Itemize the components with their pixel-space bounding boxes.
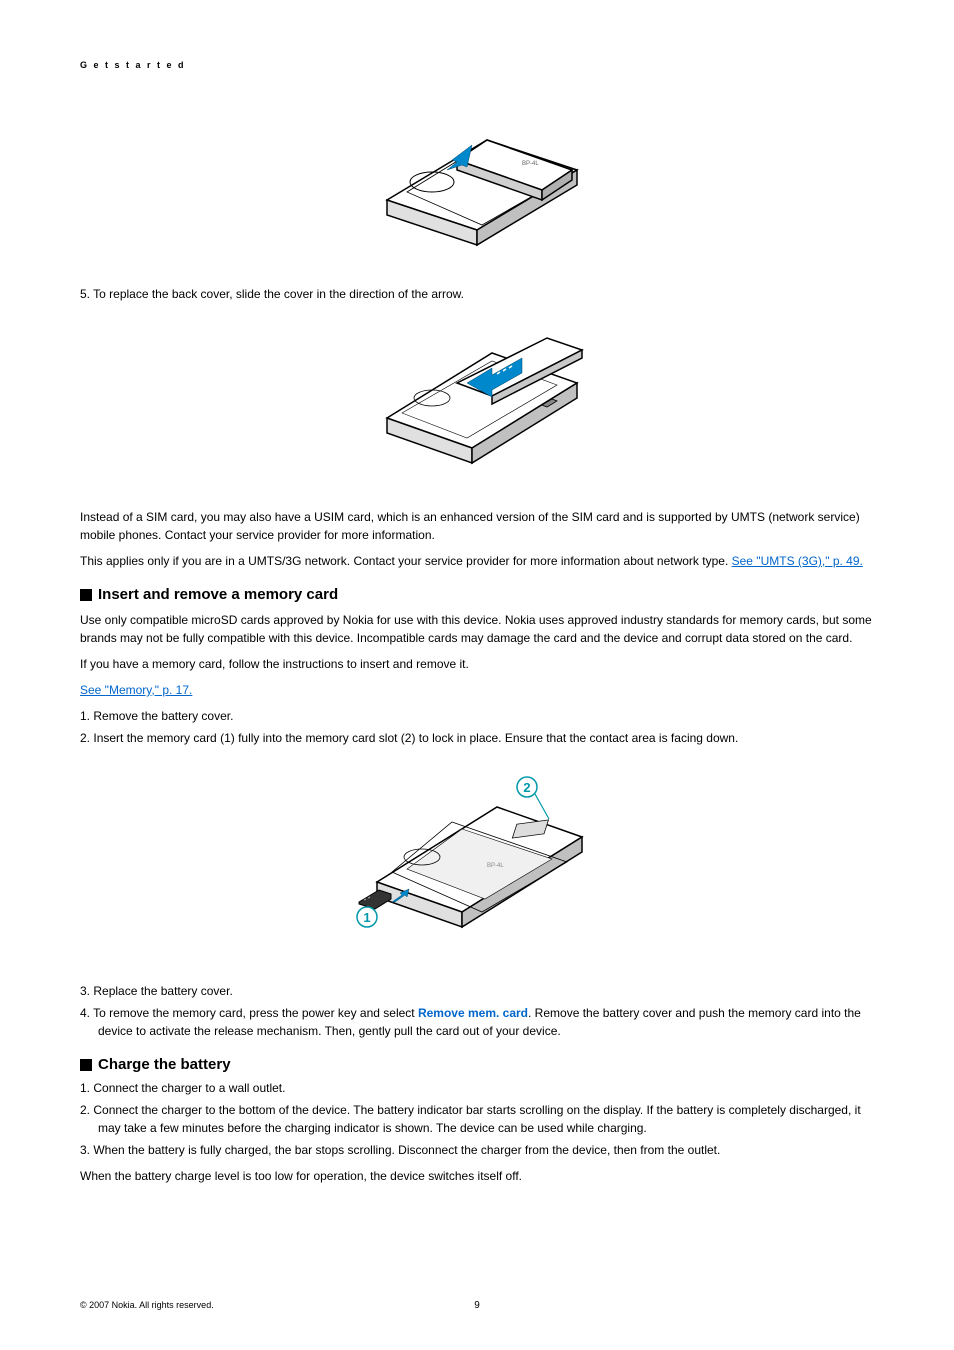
page-header: G e t s t a r t e d [80,60,874,70]
charge-step-3-text: When the battery is fully charged, the b… [93,1143,720,1157]
memory-step-4-pre: To remove the memory card, press the pow… [93,1006,418,1020]
charge-step-1: 1. Connect the charger to a wall outlet. [98,1079,874,1097]
memory-step-1-text: Remove the battery cover. [93,709,233,723]
remove-mem-card-ui: Remove mem. card [418,1006,528,1020]
memory-heading-text: Insert and remove a memory card [98,586,338,603]
memory-step-3-num: 3. [80,984,90,998]
sim-para-1: Instead of a SIM card, you may also have… [80,508,874,544]
svg-text:2: 2 [523,780,530,795]
memory-step-1-num: 1. [80,709,90,723]
square-bullet-icon [80,589,92,601]
sim-para-2: This applies only if you are in a UMTS/3… [80,552,874,570]
memory-step-1: 1. Remove the battery cover. [98,707,874,725]
memory-step-2-text: Insert the memory card (1) fully into th… [93,731,738,745]
memory-link-para: See "Memory," p. 17. [80,681,874,699]
memory-link[interactable]: See "Memory," p. 17. [80,683,192,697]
memory-step-4-num: 4. [80,1006,90,1020]
sim-para-2-pre: This applies only if you are in a UMTS/3… [80,554,732,568]
memory-step-2-num: 2. [80,731,90,745]
charge-step-1-num: 1. [80,1081,90,1095]
cover-slide-illustration [357,323,597,483]
charge-step-2-text: Connect the charger to the bottom of the… [93,1103,860,1135]
memory-step-3: 3. Replace the battery cover. [98,982,874,1000]
square-bullet-icon [80,1059,92,1071]
charge-step-3: 3. When the battery is fully charged, th… [98,1141,874,1159]
memory-para-1: Use only compatible microSD cards approv… [80,611,874,647]
memory-card-illustration: BP-4L 1 2 [337,767,617,957]
charge-step-1-text: Connect the charger to a wall outlet. [93,1081,285,1095]
step-5-num: 5. [80,287,90,301]
memory-para-2: If you have a memory card, follow the in… [80,655,874,673]
battery-insert-illustration: BP-4L [357,110,597,260]
step-5: 5. To replace the back cover, slide the … [98,285,874,303]
copyright-text: © 2007 Nokia. All rights reserved. [80,1300,214,1310]
charge-step-2-num: 2. [80,1103,90,1117]
svg-text:1: 1 [363,910,370,925]
svg-text:BP-4L: BP-4L [522,161,539,167]
page-footer: © 2007 Nokia. All rights reserved. 9 [80,1300,874,1310]
memory-heading: Insert and remove a memory card [80,586,874,603]
charge-heading-text: Charge the battery [98,1056,231,1073]
memory-step-2: 2. Insert the memory card (1) fully into… [98,729,874,747]
step-5-text: To replace the back cover, slide the cov… [93,287,464,301]
memory-step-4: 4. To remove the memory card, press the … [98,1004,874,1040]
charge-heading: Charge the battery [80,1056,874,1073]
page-number: 9 [474,1300,480,1311]
diagram-battery-insert: BP-4L [80,110,874,265]
diagram-memory-card: BP-4L 1 2 [80,767,874,962]
memory-step-3-text: Replace the battery cover. [93,984,232,998]
charge-after: When the battery charge level is too low… [80,1167,874,1185]
diagram-cover-slide [80,323,874,488]
umts-link[interactable]: See "UMTS (3G)," p. 49. [732,554,863,568]
charge-step-3-num: 3. [80,1143,90,1157]
svg-text:BP-4L: BP-4L [487,863,504,869]
charge-step-2: 2. Connect the charger to the bottom of … [98,1101,874,1137]
